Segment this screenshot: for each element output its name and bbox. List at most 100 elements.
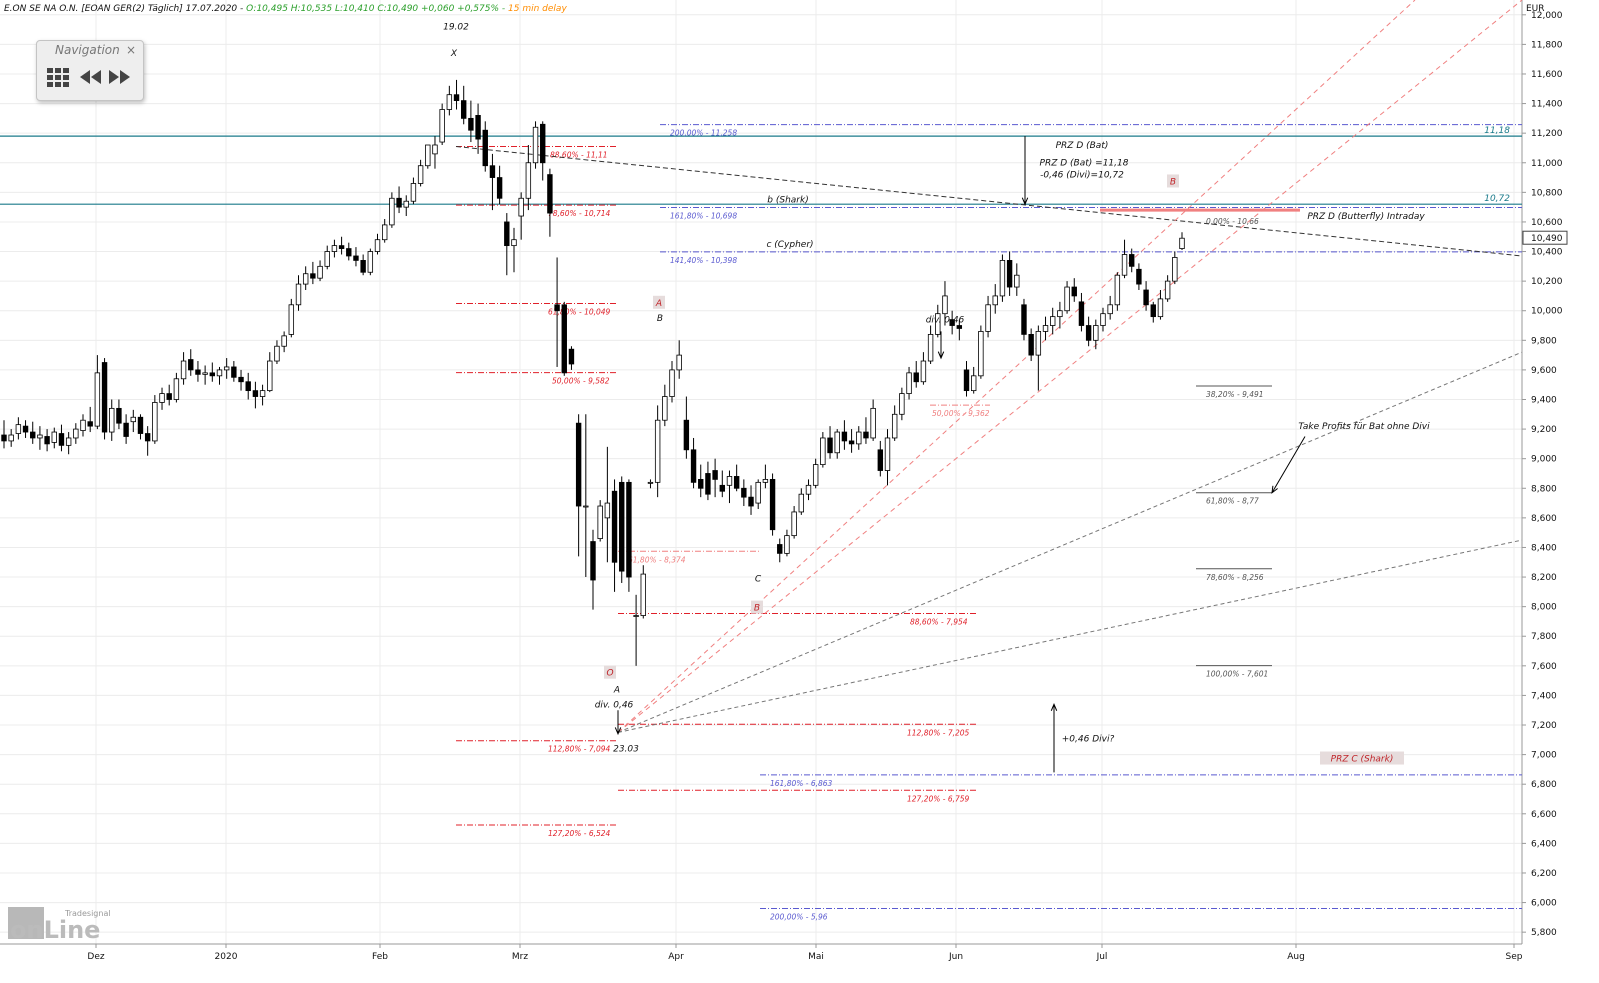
y-tick-label: 7,000 (1531, 751, 1557, 761)
candle-body (891, 413, 898, 439)
candle-body (999, 260, 1006, 297)
chart-annotation: PRZ D (Butterfly) Intraday (1307, 212, 1425, 222)
chart-annotation: C (755, 574, 762, 584)
candle-body (1093, 325, 1099, 341)
last-price-label: 10,490 (1531, 234, 1563, 244)
candle-body (712, 470, 718, 480)
chart-annotation: +0,46 Divi? (1062, 734, 1115, 744)
candle-body (777, 544, 783, 554)
candle-body (1107, 304, 1113, 315)
candle-body (295, 283, 302, 306)
candle-body (1085, 325, 1092, 341)
candle-body (1150, 304, 1156, 318)
level-label: 112,80% - 7,205 (907, 728, 970, 737)
candle-body (346, 248, 352, 257)
boxed-label: PRZ C (Shark) (1331, 755, 1394, 765)
candle-body (1172, 257, 1178, 282)
chart-annotation: -0,46 (Divi)=10,72 (1040, 171, 1124, 181)
candle-body (626, 481, 632, 578)
y-tick-label: 8,000 (1531, 603, 1557, 613)
candle-body (956, 325, 963, 329)
navigation-panel[interactable]: Navigation × (36, 40, 144, 101)
y-tick-label: 11,600 (1531, 70, 1563, 80)
level-label: 127,20% - 6,759 (907, 794, 970, 803)
x-tick-label: Aug (1287, 952, 1305, 962)
candle-body (676, 354, 682, 371)
chart-annotation: A (613, 685, 620, 695)
level-label: 200,00% - 5,96 (770, 912, 828, 921)
candle-body (719, 484, 725, 492)
level-label: 50,00% - 9,362 (932, 409, 990, 418)
candle-body (1, 434, 7, 442)
level-label: 0,00% - 10,66 (1206, 217, 1259, 226)
candle-body (468, 117, 474, 131)
rewind-icon[interactable] (78, 67, 102, 87)
candle-body (1021, 304, 1027, 335)
candle-body (784, 535, 790, 554)
candle-body (841, 431, 848, 442)
candle-body (834, 431, 840, 454)
candle-body (726, 476, 733, 486)
x-tick-label: Mai (808, 952, 824, 962)
candle-body (1064, 286, 1070, 312)
y-tick-label: 10,200 (1531, 277, 1563, 287)
candle-body (597, 505, 603, 539)
candle-body (87, 421, 93, 427)
boxed-label: O (606, 669, 613, 679)
trend-line (617, 0, 1416, 733)
candle-body (80, 419, 86, 431)
candle-body (762, 478, 769, 483)
x-tick-label: Jul (1096, 952, 1108, 962)
candle-body (101, 362, 108, 433)
candle-body (302, 273, 309, 285)
level-label: 61,80% - 8,374 (628, 555, 686, 564)
candle-body (647, 481, 654, 484)
boxed-label-bg (1167, 174, 1179, 188)
annotation-arrow (1271, 436, 1306, 493)
y-tick-label: 11,800 (1531, 40, 1563, 50)
level-label: 78,60% - 8,256 (1206, 573, 1264, 582)
candle-body (805, 484, 812, 495)
close-icon[interactable]: × (125, 43, 136, 57)
grid-icon[interactable] (47, 67, 69, 87)
candle-body (949, 319, 955, 326)
candle-body (820, 437, 826, 466)
candle-body (439, 109, 445, 143)
candle-body (281, 335, 287, 347)
candle-body (238, 376, 244, 383)
candle-body (1164, 280, 1171, 300)
candle-body (1035, 331, 1042, 356)
candle-body (116, 407, 122, 424)
candle-body (554, 304, 560, 312)
navigation-title: Navigation (55, 43, 120, 57)
candle-body (180, 360, 187, 380)
candle-body (144, 433, 151, 442)
candle-body (317, 265, 323, 279)
trend-line (617, 351, 1523, 733)
chart-annotation: 23.03 (613, 745, 639, 755)
candle-body (274, 345, 280, 362)
candle-body (173, 378, 180, 400)
candle-body (216, 369, 223, 377)
chart-annotation: PRZ D (Bat) (1056, 141, 1109, 151)
boxed-label: B (1170, 177, 1176, 187)
y-tick-label: 9,200 (1531, 425, 1557, 435)
candle-body (1143, 289, 1149, 306)
candle-body (410, 183, 417, 202)
candle-body (152, 402, 158, 442)
candle-body (489, 165, 496, 178)
candle-body (109, 407, 115, 433)
fast-forward-icon[interactable] (108, 67, 132, 87)
candle-body (446, 94, 453, 110)
right-level-label: 11,18 (1484, 126, 1510, 136)
y-tick-label: 6,200 (1531, 869, 1557, 879)
y-tick-label: 10,800 (1531, 188, 1563, 198)
candle-body (748, 496, 754, 507)
boxed-label: A (655, 299, 662, 309)
candle-body (1050, 316, 1056, 326)
candle-body (360, 260, 366, 273)
candle-body (906, 372, 912, 394)
